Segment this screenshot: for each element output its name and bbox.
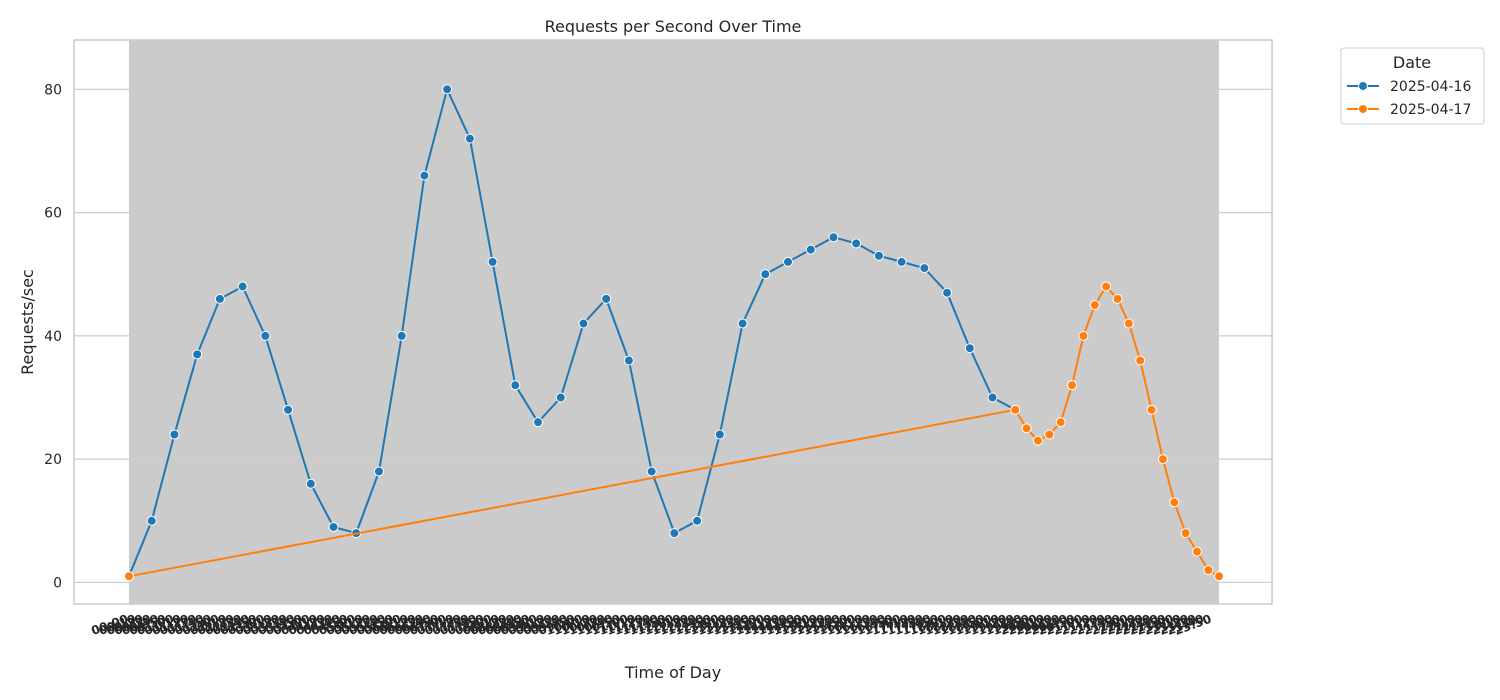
data-point — [396, 330, 407, 341]
data-point — [510, 380, 521, 391]
data-point — [1112, 293, 1123, 304]
legend: Date 2025-04-16 2025-04-17 — [1340, 47, 1485, 125]
data-point — [1169, 497, 1180, 508]
data-point — [942, 287, 953, 298]
legend-box — [1340, 47, 1485, 125]
data-point — [964, 343, 975, 354]
data-point — [260, 330, 271, 341]
legend-item: 2025-04-16 — [1347, 79, 1471, 95]
data-point — [237, 281, 248, 292]
data-point — [555, 392, 566, 403]
data-point — [805, 244, 816, 255]
data-point — [782, 256, 793, 267]
data-point — [1078, 330, 1089, 341]
gridlines — [74, 88, 1272, 584]
legend-entries: 2025-04-16 2025-04-17 — [1347, 79, 1471, 118]
data-point — [1146, 404, 1157, 415]
y-tick-label: 60 — [44, 206, 62, 222]
legend-title: Date — [1393, 53, 1431, 72]
data-point — [714, 429, 725, 440]
data-point — [578, 318, 589, 329]
y-axis-label: Requests/sec — [18, 269, 37, 375]
y-tick-label: 0 — [53, 575, 62, 591]
series-layer — [124, 84, 1224, 582]
data-point — [283, 404, 294, 415]
data-point — [373, 466, 384, 477]
data-point — [328, 521, 339, 532]
legend-marker — [1358, 81, 1368, 91]
data-point — [1135, 355, 1146, 366]
data-point — [851, 238, 862, 249]
data-point — [442, 84, 453, 95]
data-point — [601, 293, 612, 304]
series-2025-04-16 — [124, 84, 1021, 582]
data-point — [487, 256, 498, 267]
data-point — [214, 293, 225, 304]
legend-label: 2025-04-16 — [1390, 79, 1471, 95]
series-2025-04-17 — [124, 281, 1224, 582]
data-point — [1157, 454, 1168, 465]
data-point — [669, 528, 680, 539]
y-tick-labels: 0 20 40 60 80 — [44, 82, 62, 591]
x-tick-labels: 00:0000:1000:2000:3000:4000:5001:0001:10… — [89, 612, 1213, 638]
data-point — [169, 429, 180, 440]
legend-label: 2025-04-17 — [1390, 102, 1471, 118]
data-point — [919, 263, 930, 274]
data-point — [760, 269, 771, 280]
y-tick-label: 20 — [44, 452, 62, 468]
data-point — [1192, 546, 1203, 557]
data-point — [419, 170, 430, 181]
legend-item: 2025-04-17 — [1347, 102, 1471, 118]
data-point — [1010, 404, 1021, 415]
series-line — [128, 86, 1016, 577]
data-point — [1180, 528, 1191, 539]
data-point — [1203, 565, 1214, 576]
data-point — [1067, 380, 1078, 391]
data-point — [1214, 571, 1224, 582]
data-point — [1021, 423, 1032, 434]
data-point — [828, 232, 839, 243]
data-point — [305, 478, 316, 489]
data-point — [896, 256, 907, 267]
y-tick-label: 40 — [44, 329, 62, 345]
plot-shaded-region — [129, 40, 1219, 604]
data-point — [1055, 417, 1066, 428]
data-point — [737, 318, 748, 329]
data-point — [192, 349, 203, 360]
chart-title: Requests per Second Over Time — [545, 17, 802, 36]
data-point — [692, 515, 703, 526]
data-point — [533, 417, 544, 428]
data-point — [1089, 300, 1100, 311]
data-point — [124, 571, 134, 582]
y-tick-label: 80 — [44, 82, 62, 98]
data-point — [1101, 281, 1112, 292]
data-point — [1044, 429, 1055, 440]
data-point — [646, 466, 657, 477]
data-point — [1123, 318, 1134, 329]
data-point — [623, 355, 634, 366]
data-point — [873, 250, 884, 261]
data-point — [1032, 435, 1043, 446]
data-point — [987, 392, 998, 403]
data-point — [146, 515, 157, 526]
data-point — [464, 133, 475, 144]
x-axis-label: Time of Day — [624, 663, 721, 682]
legend-marker — [1358, 104, 1368, 114]
